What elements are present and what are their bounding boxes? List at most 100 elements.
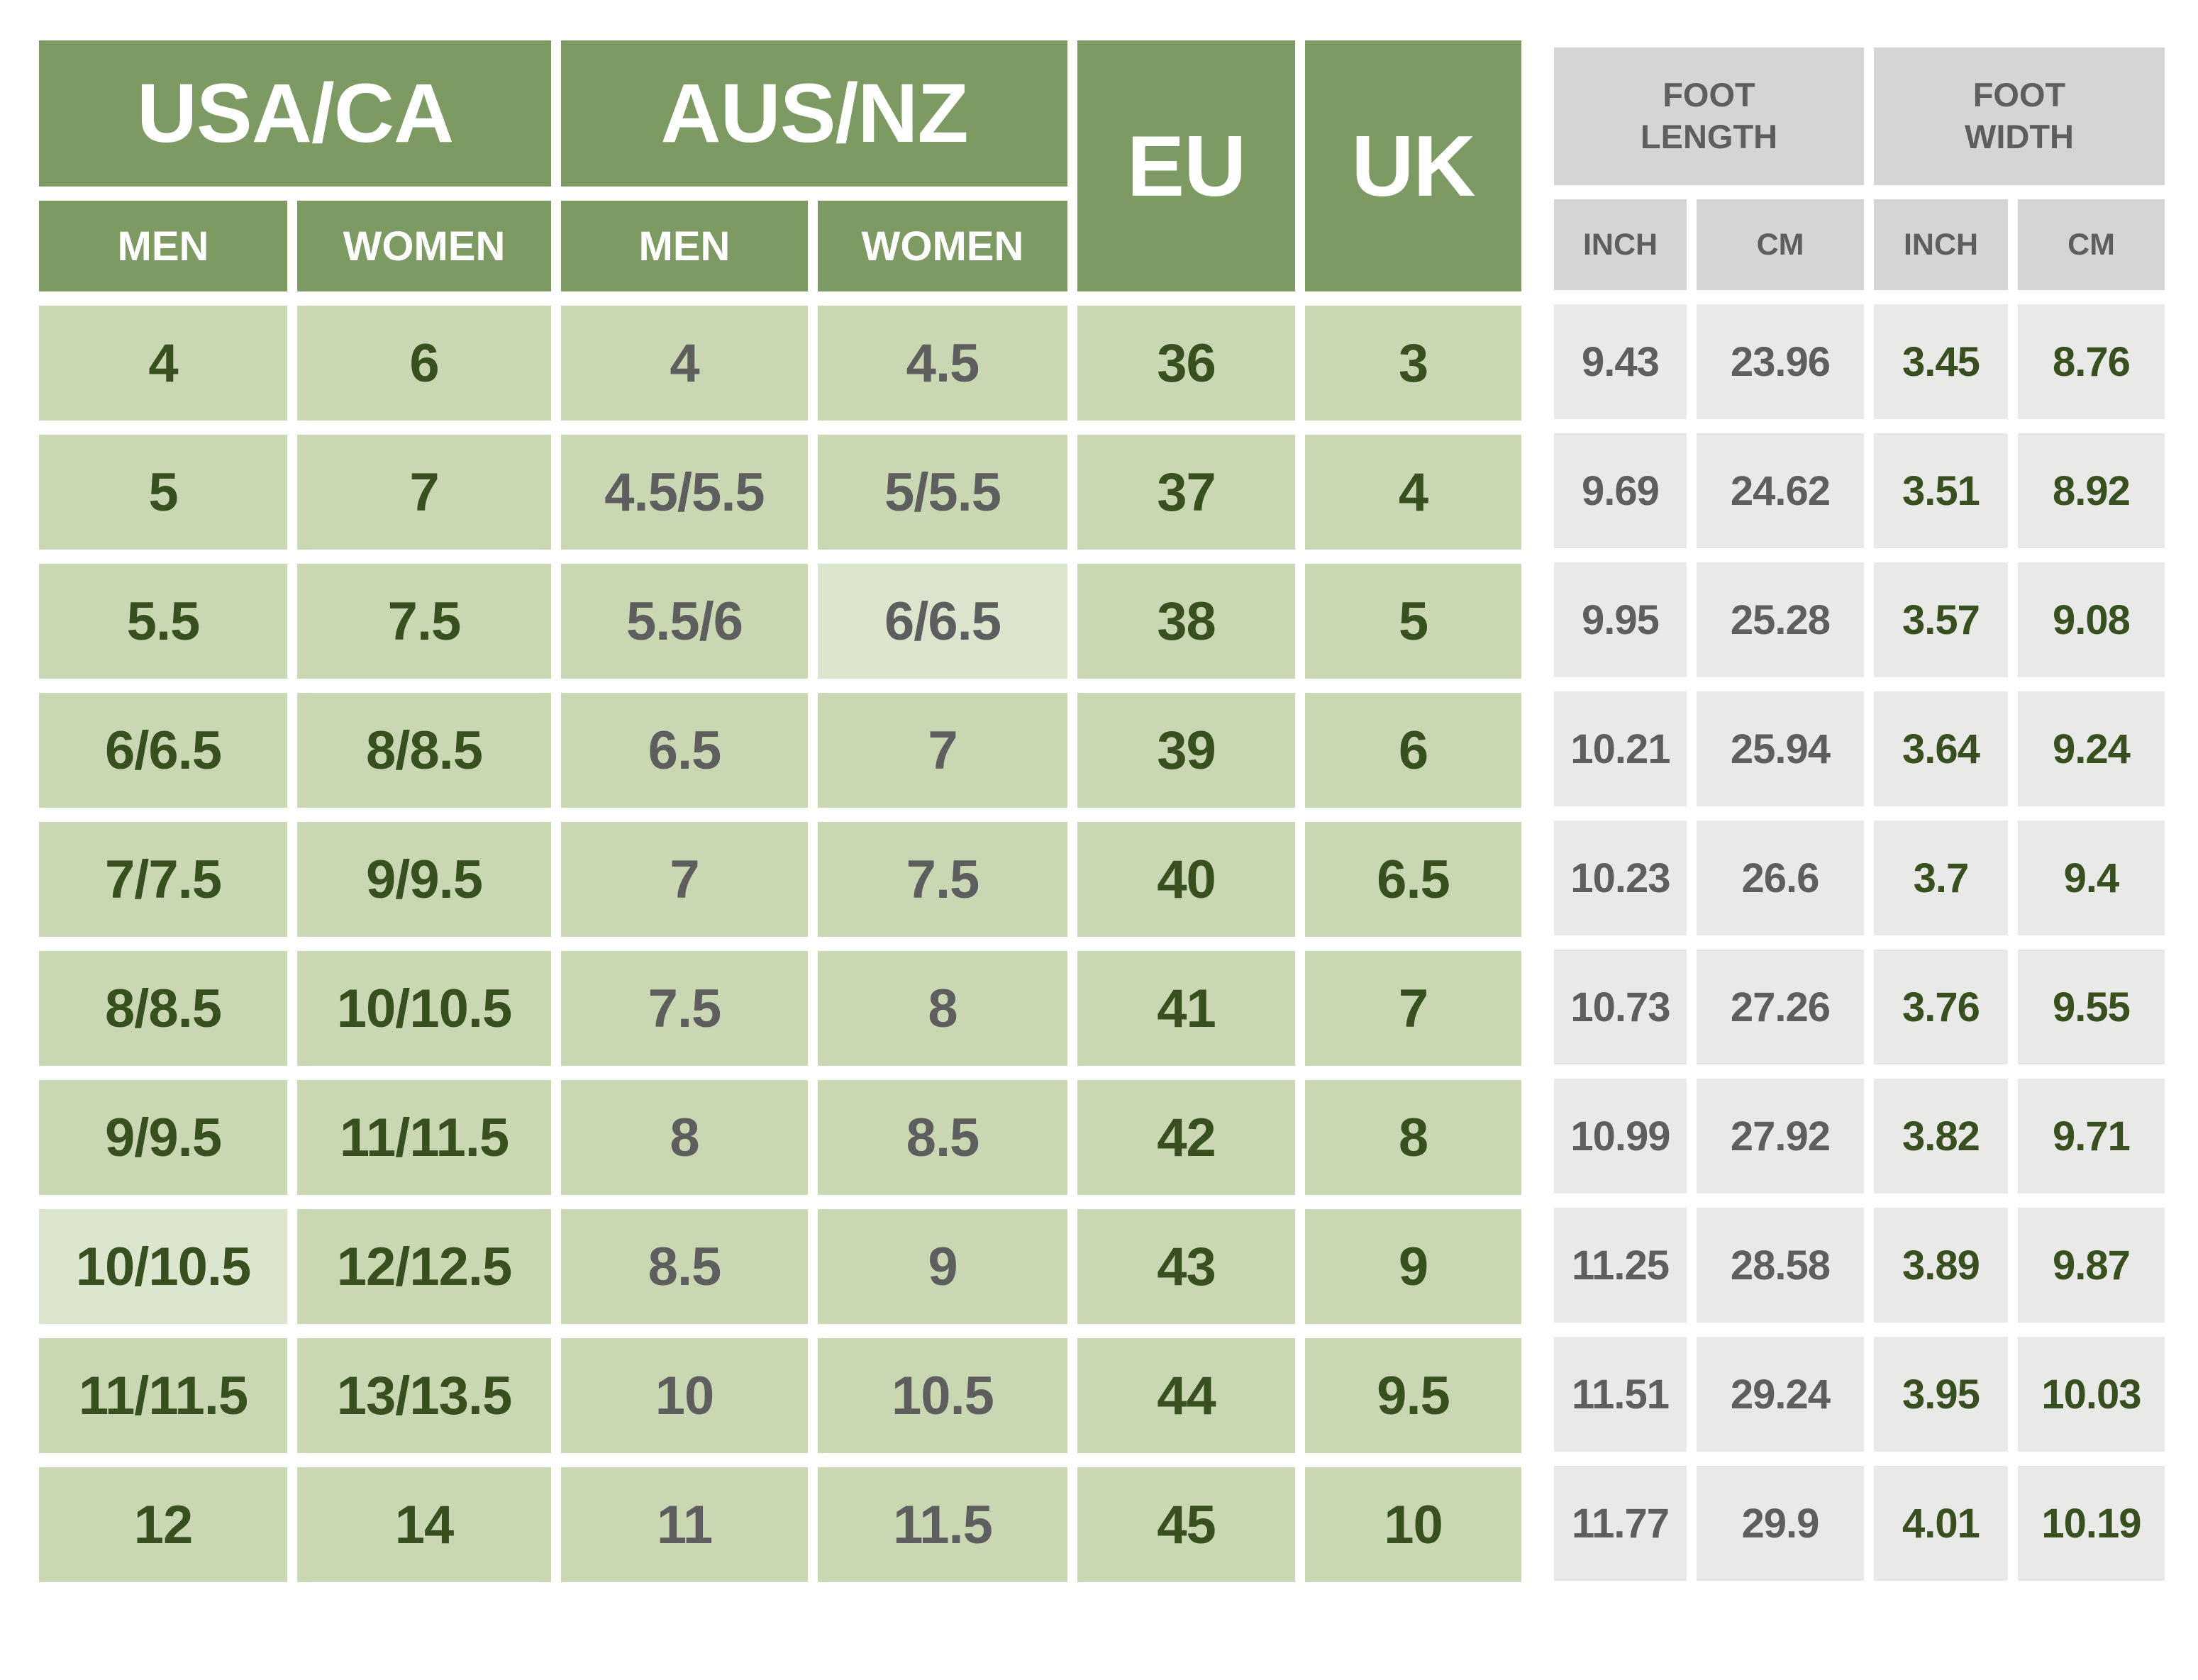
cell-foot-width-cm-row9: 10.03 (2018, 1337, 2165, 1452)
cell-eu-row4: 39 (1077, 693, 1295, 808)
cell-eu-row3: 38 (1077, 564, 1295, 679)
cell-usa-women-row9: 13/13.5 (297, 1338, 551, 1453)
cell-usa-women-row7: 11/11.5 (297, 1080, 551, 1195)
cell-aus-women-row10: 11.5 (818, 1467, 1067, 1582)
cell-aus-women-row2: 5/5.5 (818, 435, 1067, 550)
cell-eu-row10: 45 (1077, 1467, 1295, 1582)
subheader-aus-women: WOMEN (818, 201, 1067, 291)
cell-aus-men-row3: 5.5/6 (561, 564, 808, 679)
cell-foot-width-inch-row10: 4.01 (1874, 1466, 2008, 1581)
cell-aus-women-row7: 8.5 (818, 1080, 1067, 1195)
cell-foot-width-cm-row10: 10.19 (2018, 1466, 2165, 1581)
cell-foot-length-cm-row1: 23.96 (1697, 304, 1864, 419)
subheader-length-cm: CM (1697, 199, 1864, 290)
cell-eu-row9: 44 (1077, 1338, 1295, 1453)
subheader-usa-men: MEN (39, 201, 287, 291)
header-foot-length: FOOT LENGTH (1554, 48, 1864, 185)
cell-foot-width-cm-row2: 8.92 (2018, 433, 2165, 548)
cell-foot-width-inch-row4: 3.64 (1874, 691, 2008, 806)
cell-usa-men-row3: 5.5 (39, 564, 287, 679)
cell-foot-length-inch-row4: 10.21 (1554, 691, 1687, 806)
cell-usa-women-row6: 10/10.5 (297, 951, 551, 1066)
subheader-width-cm: CM (2018, 199, 2165, 290)
cell-uk-row3: 5 (1305, 564, 1521, 679)
cell-foot-width-cm-row5: 9.4 (2018, 820, 2165, 935)
size-conversion-table: USA/CA AUS/NZ EU UK MEN WOMEN MEN WOMEN … (39, 40, 1521, 1582)
cell-foot-width-inch-row2: 3.51 (1874, 433, 2008, 548)
cell-usa-women-row10: 14 (297, 1467, 551, 1582)
cell-eu-row1: 36 (1077, 306, 1295, 421)
cell-usa-women-row3: 7.5 (297, 564, 551, 679)
header-foot-width: FOOT WIDTH (1874, 48, 2165, 185)
cell-aus-women-row9: 10.5 (818, 1338, 1067, 1453)
header-eu: EU (1077, 40, 1295, 291)
cell-uk-row10: 10 (1305, 1467, 1521, 1582)
cell-foot-width-inch-row8: 3.89 (1874, 1208, 2008, 1323)
cell-foot-length-inch-row7: 10.99 (1554, 1079, 1687, 1194)
cell-foot-length-inch-row2: 9.69 (1554, 433, 1687, 548)
cell-aus-women-row5: 7.5 (818, 822, 1067, 937)
cell-foot-length-cm-row4: 25.94 (1697, 691, 1864, 806)
cell-foot-length-inch-row5: 10.23 (1554, 820, 1687, 935)
cell-foot-length-cm-row9: 29.24 (1697, 1337, 1864, 1452)
cell-usa-men-row9: 11/11.5 (39, 1338, 287, 1453)
header-uk: UK (1305, 40, 1521, 291)
subheader-length-inch: INCH (1554, 199, 1687, 290)
cell-foot-width-inch-row5: 3.7 (1874, 820, 2008, 935)
cell-aus-women-row8: 9 (818, 1209, 1067, 1324)
cell-foot-length-inch-row6: 10.73 (1554, 950, 1687, 1064)
cell-foot-length-cm-row7: 27.92 (1697, 1079, 1864, 1194)
cell-aus-men-row9: 10 (561, 1338, 808, 1453)
cell-foot-length-cm-row3: 25.28 (1697, 562, 1864, 677)
cell-eu-row2: 37 (1077, 435, 1295, 550)
header-aus-nz: AUS/NZ (561, 40, 1067, 187)
cell-foot-length-cm-row2: 24.62 (1697, 433, 1864, 548)
cell-aus-women-row6: 8 (818, 951, 1067, 1066)
cell-aus-women-row1: 4.5 (818, 306, 1067, 421)
cell-aus-men-row10: 11 (561, 1467, 808, 1582)
cell-usa-men-row10: 12 (39, 1467, 287, 1582)
cell-foot-width-inch-row1: 3.45 (1874, 304, 2008, 419)
cell-foot-length-cm-row6: 27.26 (1697, 950, 1864, 1064)
cell-foot-length-cm-row10: 29.9 (1697, 1466, 1864, 1581)
cell-foot-width-cm-row6: 9.55 (2018, 950, 2165, 1064)
cell-uk-row8: 9 (1305, 1209, 1521, 1324)
cell-foot-length-inch-row3: 9.95 (1554, 562, 1687, 677)
cell-uk-row7: 8 (1305, 1080, 1521, 1195)
cell-usa-men-row6: 8/8.5 (39, 951, 287, 1066)
cell-usa-men-row5: 7/7.5 (39, 822, 287, 937)
header-usa-ca: USA/CA (39, 40, 551, 187)
cell-foot-width-cm-row1: 8.76 (2018, 304, 2165, 419)
cell-foot-width-inch-row9: 3.95 (1874, 1337, 2008, 1452)
cell-uk-row6: 7 (1305, 951, 1521, 1066)
cell-aus-men-row6: 7.5 (561, 951, 808, 1066)
cell-uk-row1: 3 (1305, 306, 1521, 421)
cell-usa-men-row7: 9/9.5 (39, 1080, 287, 1195)
foot-measurement-table: FOOT LENGTH FOOT WIDTH INCH CM INCH CM 9… (1554, 48, 2165, 1581)
cell-eu-row7: 42 (1077, 1080, 1295, 1195)
cell-foot-width-inch-row7: 3.82 (1874, 1079, 2008, 1194)
cell-aus-women-row3: 6/6.5 (818, 564, 1067, 679)
cell-foot-width-inch-row6: 3.76 (1874, 950, 2008, 1064)
cell-usa-women-row8: 12/12.5 (297, 1209, 551, 1324)
cell-foot-width-cm-row4: 9.24 (2018, 691, 2165, 806)
cell-aus-men-row4: 6.5 (561, 693, 808, 808)
cell-eu-row6: 41 (1077, 951, 1295, 1066)
cell-usa-men-row8: 10/10.5 (39, 1209, 287, 1324)
cell-usa-women-row1: 6 (297, 306, 551, 421)
cell-aus-men-row1: 4 (561, 306, 808, 421)
cell-usa-women-row5: 9/9.5 (297, 822, 551, 937)
cell-foot-length-inch-row1: 9.43 (1554, 304, 1687, 419)
subheader-usa-women: WOMEN (297, 201, 551, 291)
cell-usa-men-row2: 5 (39, 435, 287, 550)
subheader-width-inch: INCH (1874, 199, 2008, 290)
cell-usa-men-row1: 4 (39, 306, 287, 421)
cell-foot-length-cm-row8: 28.58 (1697, 1208, 1864, 1323)
cell-aus-men-row5: 7 (561, 822, 808, 937)
cell-aus-men-row7: 8 (561, 1080, 808, 1195)
cell-uk-row2: 4 (1305, 435, 1521, 550)
cell-usa-women-row4: 8/8.5 (297, 693, 551, 808)
cell-usa-women-row2: 7 (297, 435, 551, 550)
cell-uk-row9: 9.5 (1305, 1338, 1521, 1453)
